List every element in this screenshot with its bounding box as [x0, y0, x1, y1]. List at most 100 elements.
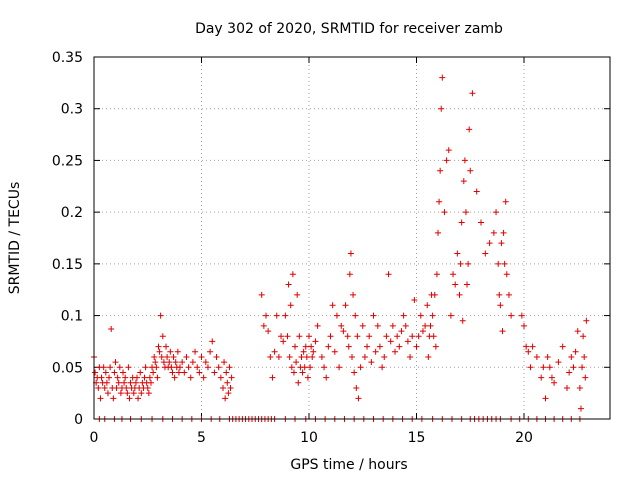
- data-point: [260, 322, 267, 329]
- data-point: [431, 291, 438, 298]
- data-point: [280, 338, 287, 345]
- data-point: [263, 312, 269, 319]
- data-point: [194, 364, 201, 371]
- data-point: [269, 374, 276, 381]
- y-axis-ticks: 0 0.05 0.1 0.15 0.2 0.25 0.3 0.35: [52, 50, 610, 428]
- data-point: [146, 374, 153, 381]
- data-point: [462, 209, 469, 216]
- data-point: [302, 343, 309, 350]
- data-point: [427, 322, 434, 329]
- data-point: [309, 353, 316, 360]
- data-point: [137, 369, 144, 376]
- data-point: [351, 369, 358, 376]
- data-point: [169, 369, 176, 376]
- data-point: [303, 353, 310, 360]
- data-point: [124, 390, 131, 397]
- data-point: [179, 359, 186, 366]
- data-point: [141, 374, 148, 381]
- data-point: [398, 328, 405, 335]
- data-point: [215, 364, 222, 371]
- data-point: [357, 364, 364, 371]
- data-point: [456, 291, 463, 298]
- data-point: [518, 312, 525, 319]
- data-point: [501, 260, 508, 267]
- data-point: [213, 353, 220, 360]
- data-point: [389, 322, 396, 329]
- data-point: [174, 348, 181, 355]
- data-point: [464, 281, 471, 288]
- data-point: [304, 374, 311, 381]
- data-point: [555, 359, 562, 366]
- data-point: [106, 374, 113, 381]
- data-point: [425, 353, 432, 360]
- data-point: [115, 379, 122, 386]
- data-point: [175, 369, 182, 376]
- data-point: [581, 353, 588, 360]
- data-point: [353, 384, 360, 391]
- data-point: [211, 369, 218, 376]
- data-point: [372, 348, 379, 355]
- data-point: [107, 364, 114, 371]
- data-point: [293, 359, 300, 366]
- data-point: [100, 364, 107, 371]
- data-point: [289, 271, 296, 278]
- data-point: [383, 333, 390, 340]
- data-point: [110, 395, 117, 402]
- data-point: [196, 369, 203, 376]
- data-point: [298, 353, 305, 360]
- x-tick-label: 20: [515, 430, 533, 446]
- data-point: [370, 312, 377, 319]
- data-point: [415, 333, 422, 340]
- x-tick-label: 0: [90, 430, 99, 446]
- data-point: [469, 90, 476, 97]
- data-point: [407, 353, 414, 360]
- data-point: [185, 364, 192, 371]
- data-point: [207, 348, 214, 355]
- data-point: [217, 374, 224, 381]
- data-point: [327, 333, 334, 340]
- data-point: [92, 369, 99, 376]
- data-point: [285, 281, 292, 288]
- data-point: [329, 302, 336, 309]
- data-point: [145, 390, 152, 397]
- data-point: [417, 312, 424, 319]
- x-axis-ticks: 0 5 10 15 20: [90, 57, 533, 446]
- data-point: [551, 379, 558, 386]
- data-point: [287, 302, 294, 309]
- data-point: [452, 281, 459, 288]
- data-point: [150, 369, 157, 376]
- data-point: [413, 343, 420, 350]
- data-point: [374, 322, 381, 329]
- data-point: [307, 364, 314, 371]
- x-axis-label: GPS time / hours: [290, 457, 407, 473]
- data-point: [113, 384, 120, 391]
- data-point: [114, 374, 121, 381]
- data-point: [321, 364, 328, 371]
- data-point: [392, 348, 398, 355]
- data-point: [108, 326, 115, 333]
- data-point: [508, 312, 515, 319]
- data-point: [387, 338, 394, 345]
- data-point: [503, 271, 510, 278]
- data-point: [576, 384, 583, 391]
- data-point: [579, 364, 586, 371]
- data-point: [368, 359, 375, 366]
- data-point: [544, 353, 551, 360]
- data-point: [460, 178, 467, 185]
- data-point: [347, 250, 354, 257]
- data-point: [325, 343, 332, 350]
- x-tick-label: 5: [197, 430, 206, 446]
- data-point: [306, 333, 312, 340]
- data-point: [167, 348, 174, 355]
- data-point: [104, 390, 111, 397]
- data-point: [138, 390, 145, 397]
- data-point: [346, 271, 353, 278]
- data-point: [275, 353, 282, 360]
- data-point: [154, 374, 161, 381]
- data-point: [495, 260, 502, 267]
- data-point: [288, 364, 295, 371]
- data-point: [568, 353, 575, 360]
- data-point: [158, 353, 165, 360]
- data-point: [385, 271, 392, 278]
- data-point: [457, 260, 464, 267]
